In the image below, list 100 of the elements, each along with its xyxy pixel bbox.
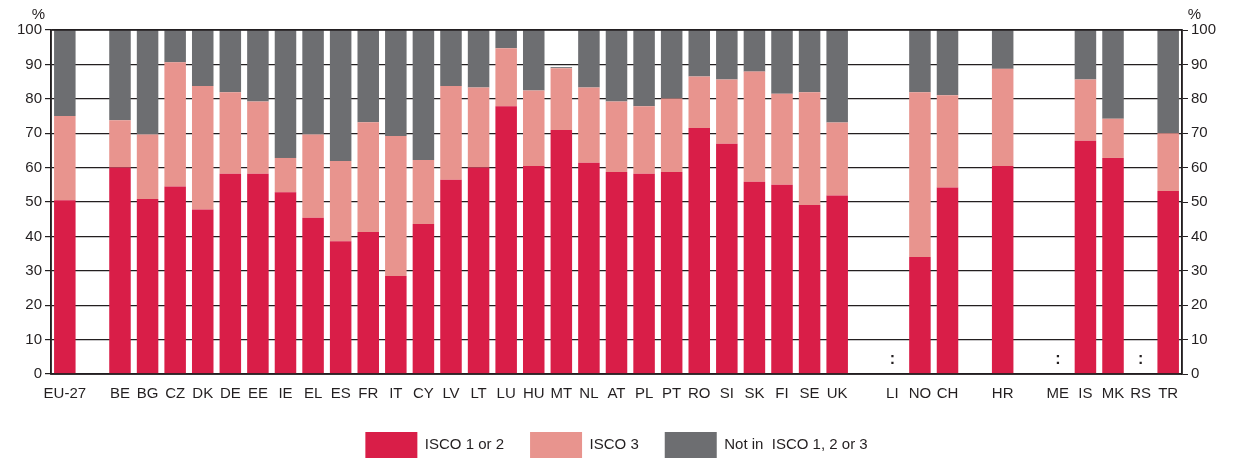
bar	[743, 71, 766, 182]
bar	[440, 30, 462, 87]
bar	[522, 30, 545, 91]
x-tick-label: UK	[826, 384, 848, 402]
x-tick-label: DK	[192, 384, 214, 402]
y-tick-label: 100	[1190, 20, 1216, 38]
legend-label: ISCO 3	[589, 435, 639, 453]
bar	[164, 30, 186, 63]
bar	[716, 143, 738, 374]
y2-tick-label: 30	[25, 260, 43, 278]
text: :	[1137, 350, 1144, 368]
bar	[191, 30, 214, 87]
x-tick-label: FR	[358, 384, 379, 402]
bar	[412, 30, 435, 161]
bar	[274, 30, 297, 158]
bar	[578, 30, 600, 88]
bar	[688, 128, 711, 374]
text: :	[1055, 350, 1061, 368]
legend-label: ISCO 1 or 2	[424, 435, 505, 453]
bar	[798, 30, 821, 93]
bar	[826, 195, 848, 374]
x-tick-label: MT	[550, 384, 573, 402]
bar	[991, 165, 1014, 374]
y2-tick-label: 100	[17, 20, 43, 38]
bar	[467, 30, 490, 88]
bar	[219, 92, 242, 174]
x-tick-label: FI	[775, 384, 789, 402]
bar	[633, 106, 655, 174]
x-tick-label: ES	[330, 384, 351, 402]
bar	[329, 161, 352, 242]
y-tick-label: 60	[1190, 157, 1208, 175]
y2-tick-label: 80	[25, 88, 43, 106]
y-tick-label: 0	[1190, 364, 1200, 382]
bar	[991, 30, 1014, 69]
x-tick-label: EE	[247, 384, 268, 402]
bar	[1074, 79, 1097, 141]
bar	[191, 209, 214, 374]
x-tick-label: EL	[303, 384, 323, 402]
bar	[440, 86, 462, 180]
y-tick-label: 80	[1190, 88, 1208, 106]
x-tick-label: MK	[1101, 384, 1125, 402]
bar	[495, 30, 517, 49]
x-tick-label: TR	[1158, 384, 1179, 402]
x-tick-label: SE	[799, 384, 820, 402]
bar	[798, 92, 821, 206]
bar	[467, 87, 490, 168]
bar	[164, 62, 186, 187]
text: %	[1187, 4, 1202, 22]
y-tick-label: 10	[1190, 329, 1208, 347]
bar	[54, 30, 76, 116]
bar	[743, 181, 766, 374]
bar	[660, 172, 683, 374]
x-tick-label: RS	[1130, 384, 1152, 402]
bar	[385, 30, 407, 136]
bar	[247, 173, 269, 374]
y2-tick-label: 40	[25, 226, 43, 244]
bar	[688, 76, 711, 129]
text: :	[889, 350, 895, 368]
y2-tick-label: 20	[25, 295, 43, 313]
x-tick-label: AT	[607, 384, 626, 402]
y2-tick-label: 50	[25, 192, 43, 210]
bar	[688, 30, 711, 77]
bar	[550, 130, 573, 374]
bar	[385, 135, 407, 276]
text: %	[31, 4, 46, 22]
x-tick-label: LI	[886, 384, 899, 402]
bar	[357, 231, 379, 374]
bar	[329, 30, 352, 162]
bar	[716, 30, 738, 80]
bar	[1102, 30, 1124, 119]
x-tick-label: NO	[908, 384, 932, 402]
x-tick-label: LV	[442, 384, 460, 402]
bar	[826, 122, 848, 196]
bar	[633, 173, 655, 374]
bar	[164, 186, 186, 374]
bar	[302, 30, 324, 135]
bar	[522, 90, 545, 166]
x-tick-label: HU	[522, 384, 545, 402]
bar	[1157, 30, 1179, 134]
legend-label: Not in ISCO 1, 2 or 3	[724, 435, 868, 453]
bar	[660, 30, 683, 99]
bar	[191, 86, 214, 210]
bar	[936, 30, 959, 96]
bar	[771, 93, 793, 185]
y-tick-label: 20	[1190, 295, 1208, 313]
x-tick-label: BG	[136, 384, 159, 402]
y2-tick-label: 0	[33, 364, 43, 382]
x-tick-label: ME	[1046, 384, 1070, 402]
bar	[991, 68, 1014, 166]
bar	[1157, 133, 1179, 191]
x-tick-label: PL	[634, 384, 654, 402]
bar	[1102, 118, 1124, 158]
y2-tick-label: 10	[25, 329, 43, 347]
bar	[467, 167, 490, 374]
bar	[826, 30, 848, 123]
bar	[522, 165, 545, 374]
x-tick-label: PT	[662, 384, 682, 402]
bar	[771, 30, 793, 94]
bar	[605, 101, 628, 173]
bar	[578, 87, 600, 163]
